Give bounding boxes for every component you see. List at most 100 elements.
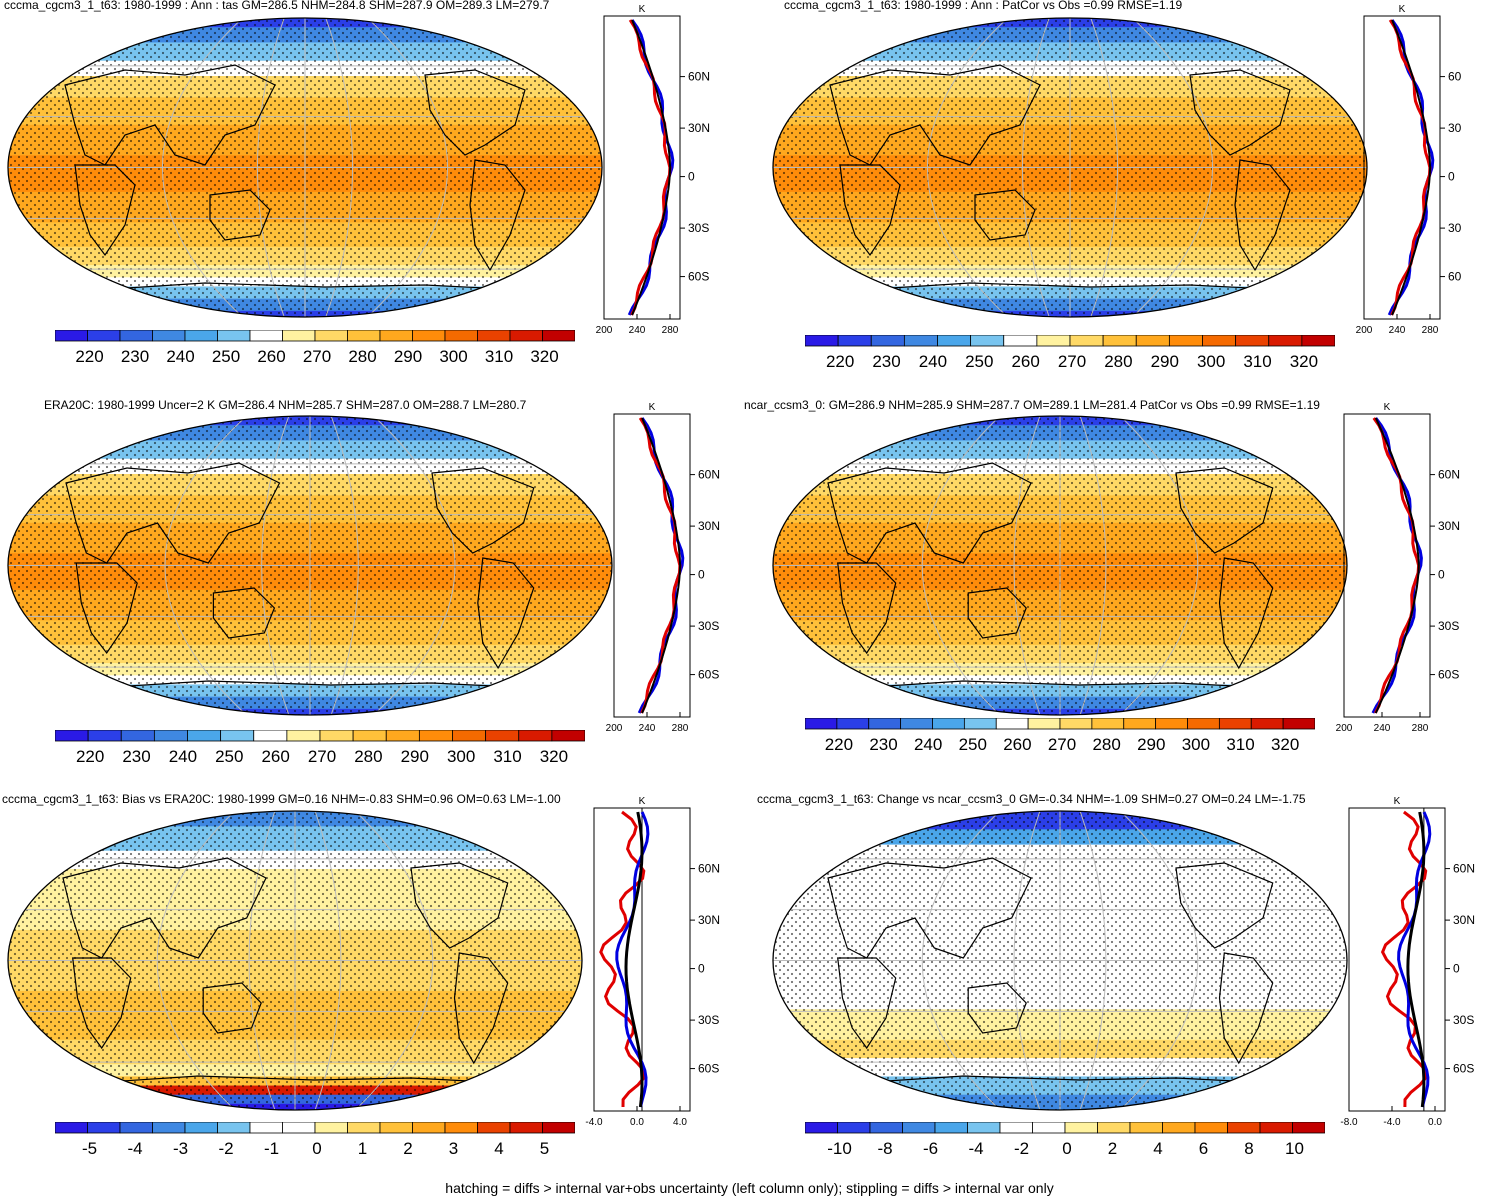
colorbar-tick-label: 280 — [348, 347, 376, 366]
zonal-x-tick: 280 — [1412, 723, 1429, 734]
colorbar-swatch — [1059, 718, 1093, 730]
zonal-lat-tick: 0 — [1438, 568, 1445, 582]
colorbar-swatch — [119, 1122, 153, 1134]
colorbar-swatch — [282, 1122, 316, 1134]
colorbar-tick-label: -2 — [218, 1139, 233, 1158]
colorbar-swatch — [1282, 718, 1315, 730]
colorbar-swatch — [347, 330, 381, 342]
colorbar-tick-label: 280 — [354, 747, 382, 766]
colorbar-swatch — [932, 718, 965, 730]
temperature-map-3 — [7, 415, 613, 716]
zonal-curve-model — [1380, 810, 1428, 1108]
colorbar-swatch — [55, 730, 89, 742]
colorbar-tick-label: 250 — [212, 347, 240, 366]
colorbar-1: 220 230 240 250 260 270 280 290 300 310 320 — [55, 330, 575, 366]
colorbar-tick-label: 4 — [1153, 1139, 1162, 1158]
colorbar-tick-label: 290 — [1137, 735, 1165, 754]
zonal-x-tick: 0.0 — [630, 1117, 644, 1128]
zonal-x-tick: 200 — [606, 723, 623, 734]
colorbar-swatch — [485, 730, 520, 742]
colorbar-tick-label: 270 — [1048, 735, 1076, 754]
zonal-x-tick: 200 — [1356, 325, 1373, 336]
colorbar-tick-label: 320 — [1290, 352, 1318, 371]
colorbar-swatch — [1168, 335, 1203, 347]
colorbar-swatch — [1268, 335, 1303, 347]
zonal-x-tick: -4.0 — [585, 1117, 603, 1128]
colorbar-swatch — [900, 718, 933, 730]
zonal-lat-tick: 30S — [698, 1013, 719, 1027]
colorbar-swatch — [1123, 718, 1157, 730]
colorbar-swatch — [937, 335, 972, 347]
colorbar-swatch — [217, 330, 251, 342]
zonal-lat-tick: 60S — [688, 270, 709, 284]
zonal-plot-frame — [613, 413, 691, 718]
colorbar-tick-label: 240 — [166, 347, 194, 366]
zonal-curve-mean — [1374, 417, 1420, 714]
colorbar-tick-label: 240 — [914, 735, 942, 754]
zonal-mean-plot-3: K 60N 30N 0 30S 60S 200 240 280 — [606, 402, 720, 734]
colorbar-swatch — [903, 335, 938, 347]
colorbar-2: 220 230 240 250 260 270 280 290 300 310 320 — [805, 335, 1335, 371]
colorbar-swatch — [352, 730, 387, 742]
colorbar-swatch — [999, 1122, 1033, 1134]
colorbar-tick-label: 240 — [169, 747, 197, 766]
zonal-lat-tick: 0 — [1453, 962, 1460, 976]
colorbar-swatch — [452, 730, 487, 742]
zonal-lat-tick: 30S — [688, 221, 709, 235]
colorbar-swatch — [87, 730, 122, 742]
colorbar-swatch — [1032, 1122, 1066, 1134]
zonal-unit-label: K — [1394, 796, 1401, 807]
colorbar-swatch — [153, 730, 188, 742]
zonal-unit-label: K — [639, 796, 646, 807]
panel-title-1: cccma_cgcm3_1_t63: 1980-1999 : Ann : tas… — [4, 0, 550, 12]
colorbar-tick-label: 3 — [449, 1139, 458, 1158]
colorbar-tick-label: 290 — [401, 747, 429, 766]
colorbar-tick-label: -5 — [82, 1139, 97, 1158]
colorbar-tick-label: 230 — [121, 347, 149, 366]
colorbar-swatch — [837, 335, 872, 347]
colorbar-swatch — [1003, 335, 1038, 347]
colorbar-swatch — [836, 718, 870, 730]
zonal-x-tick: 280 — [1422, 325, 1439, 336]
colorbar-swatch — [55, 1122, 88, 1134]
colorbar-swatch — [319, 730, 354, 742]
zonal-lat-tick: 30 — [1448, 121, 1462, 135]
colorbar-swatch — [1259, 1122, 1293, 1134]
zonal-x-tick: 0.0 — [1428, 1117, 1442, 1128]
zonal-x-tick: 240 — [629, 325, 646, 336]
colorbar-swatch — [963, 718, 997, 730]
zonal-lat-tick: 60N — [1453, 862, 1475, 876]
colorbar-tick-label: 220 — [825, 735, 853, 754]
colorbar-tick-label: 270 — [308, 747, 336, 766]
panel-title-5: cccma_cgcm3_1_t63: Bias vs ERA20C: 1980-… — [2, 792, 561, 806]
colorbar-4: 220 230 240 250 260 270 280 290 300 310 320 — [805, 718, 1315, 754]
zonal-lat-tick: 0 — [698, 962, 705, 976]
colorbar-tick-label: 0 — [1062, 1139, 1071, 1158]
panel-title-3: ERA20C: 1980-1999 Uncer=2 K GM=286.4 NHM… — [44, 398, 527, 412]
zonal-curve-mean — [1391, 19, 1432, 316]
colorbar-swatch — [477, 330, 511, 342]
colorbar-tick-label: 280 — [1092, 735, 1120, 754]
colorbar-tick-label: -4 — [127, 1139, 142, 1158]
colorbar-tick-label: 4 — [494, 1139, 503, 1158]
colorbar-swatch — [220, 730, 255, 742]
colorbar-swatch — [418, 730, 453, 742]
zonal-lat-tick: 30S — [1453, 1013, 1474, 1027]
colorbar-swatch — [1227, 1122, 1261, 1134]
colorbar-tick-label: 300 — [1197, 352, 1225, 371]
colorbar-swatch — [1135, 335, 1170, 347]
colorbar-swatch — [1027, 718, 1061, 730]
zonal-mean-plot-4: K 60N 30N 0 30S 60S 200 240 280 — [1336, 402, 1460, 734]
colorbar-tick-label: 310 — [493, 747, 521, 766]
zonal-curve-mean — [631, 19, 672, 316]
colorbar-swatch — [119, 330, 153, 342]
zonal-lat-tick: 60 — [1448, 70, 1462, 84]
colorbar-swatch — [286, 730, 321, 742]
zonal-x-tick: -8.0 — [1340, 1117, 1358, 1128]
zonal-plot-frame — [1348, 807, 1446, 1112]
colorbar-swatch — [967, 1122, 1001, 1134]
colorbar-swatch — [805, 718, 838, 730]
colorbar-swatch — [995, 718, 1029, 730]
zonal-lat-tick: 30S — [698, 619, 719, 633]
colorbar-swatch — [1036, 335, 1071, 347]
